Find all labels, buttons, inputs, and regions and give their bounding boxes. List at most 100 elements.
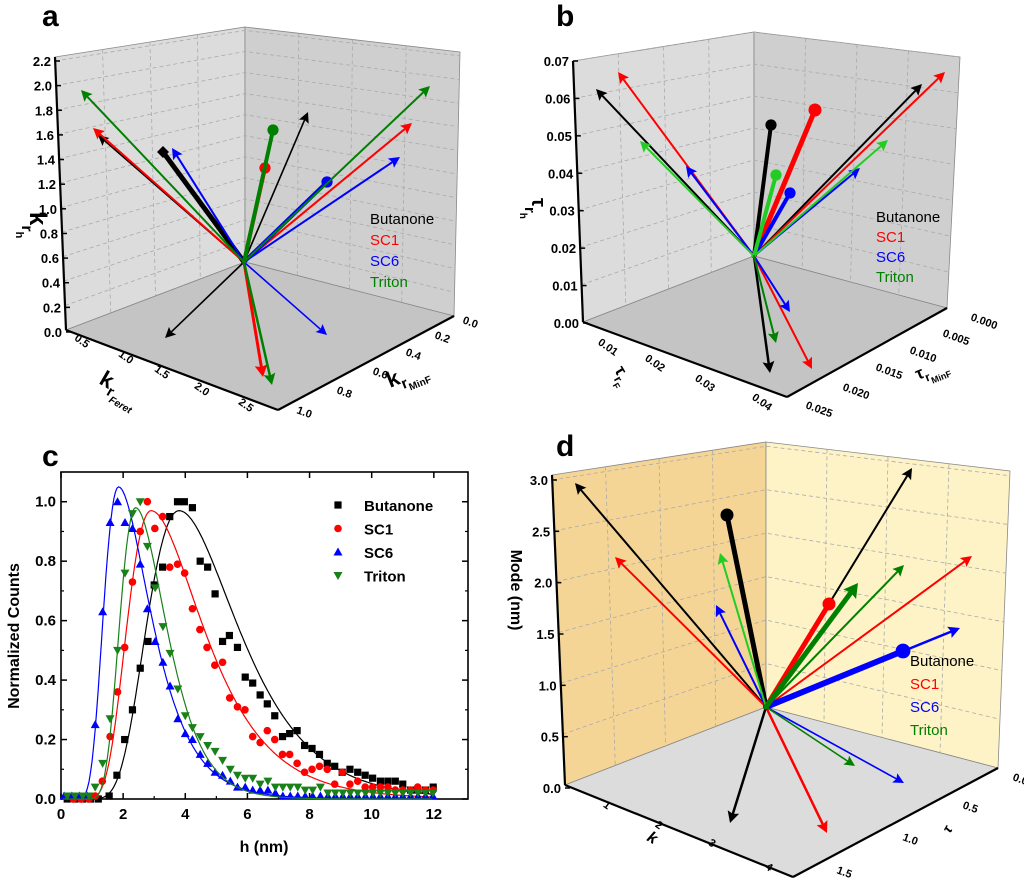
- vector-arrow-sc6: [686, 166, 755, 257]
- legend-entry-triton: Triton: [876, 269, 914, 286]
- vector-arrow-butanone: [165, 261, 245, 338]
- data-point: [361, 771, 369, 779]
- data-point: [249, 679, 257, 687]
- panel-label-c: c: [42, 440, 59, 473]
- data-point: [173, 714, 183, 723]
- data-point: [270, 783, 280, 792]
- data-point: [196, 625, 204, 634]
- data-point: [278, 732, 287, 741]
- arrow-shaft: [765, 558, 968, 708]
- data-point: [406, 789, 416, 798]
- arrow-head-diamond: [157, 146, 169, 158]
- legend-marker-butanone: [334, 501, 342, 509]
- grid-line: [575, 95, 957, 136]
- vector-arrow-sc1: [243, 123, 412, 263]
- data-point: [263, 700, 271, 708]
- data-point: [270, 735, 279, 744]
- x-axis-line: [564, 783, 794, 878]
- data-point: [142, 604, 152, 613]
- grid-line: [554, 489, 1008, 532]
- x-tick-label: 0: [57, 806, 65, 823]
- data-point: [121, 735, 129, 744]
- arrow-head: [843, 583, 858, 600]
- data-point: [323, 789, 333, 798]
- y-tick-label: 0.0: [35, 791, 56, 808]
- data-point: [218, 770, 228, 779]
- data-point: [256, 691, 264, 699]
- arrow-head: [399, 123, 412, 135]
- vector-arrow-triton: [717, 553, 767, 708]
- data-point: [180, 569, 189, 577]
- vector-arrow-butanone: [575, 483, 767, 708]
- arrow-shaft: [717, 609, 767, 708]
- arrow-head: [892, 773, 904, 783]
- data-point: [315, 783, 325, 792]
- data-point: [323, 765, 332, 774]
- arrow-head: [816, 820, 828, 833]
- arrow-head-round: [720, 508, 734, 522]
- arrow-shaft: [161, 151, 247, 265]
- arrow-shaft: [753, 75, 942, 257]
- z-tick-label: 0.2: [43, 300, 61, 315]
- z-tick-label: 0.0: [44, 325, 62, 340]
- data-point: [361, 783, 369, 791]
- vector-arrow-triton: [765, 706, 855, 766]
- data-point: [308, 791, 318, 800]
- vector-arrow-butanone: [752, 254, 775, 373]
- data-point: [90, 783, 100, 792]
- legend-marker-sc1: [334, 524, 342, 533]
- d-z-axis-title: Mode (nm): [507, 550, 524, 631]
- data-point: [360, 789, 370, 798]
- x-tick-label: 10: [363, 806, 380, 823]
- data-point: [150, 584, 160, 593]
- data-point: [203, 758, 213, 767]
- data-point: [308, 744, 316, 753]
- panel-c: 0 2 4 6 8 10 12 0.0 0.2 0.4 0.6 0.8 1.0 Butanone SC1 SC…: [35, 471, 469, 823]
- data-point: [346, 765, 354, 773]
- arrow-shaft: [753, 255, 788, 308]
- grid-line: [60, 156, 457, 209]
- z-tick-label: 2.0: [34, 79, 52, 94]
- data-point: [263, 777, 273, 786]
- arrow-shaft: [765, 706, 900, 781]
- arrow-head-round: [765, 119, 777, 131]
- arrow-head: [779, 299, 790, 312]
- grid-line: [605, 466, 616, 766]
- data-point: [113, 688, 122, 696]
- data-point: [300, 741, 309, 750]
- data-point: [323, 759, 331, 767]
- data-point: [263, 785, 273, 794]
- arrow-shaft: [242, 260, 272, 380]
- legend-entry-sc1: SC1: [910, 676, 939, 693]
- z-tick-label: 0.05: [547, 129, 572, 144]
- data-point: [293, 783, 303, 792]
- data-point: [211, 590, 219, 598]
- vector-arrow-butanone: [720, 508, 769, 710]
- data-point: [413, 783, 422, 791]
- legend-label-sc1: SC1: [364, 522, 393, 539]
- arrow-head: [762, 360, 775, 373]
- vector-arrow-sc6: [753, 255, 790, 312]
- data-point: [375, 789, 385, 798]
- grid-line: [558, 576, 1004, 633]
- a-x-axis-title: krFeret: [91, 366, 145, 417]
- y-tick-label: 0.2: [35, 732, 56, 749]
- vector-arrow-triton: [640, 141, 755, 257]
- data-point: [232, 771, 242, 780]
- vector-arrow-triton: [753, 255, 779, 343]
- arrow-head: [686, 166, 698, 179]
- data-point: [338, 789, 348, 798]
- data-point: [384, 783, 392, 791]
- data-point: [142, 542, 152, 551]
- vector-arrow-sc1: [93, 128, 245, 263]
- data-point: [120, 518, 130, 527]
- z-tick-label: 0.01: [552, 279, 577, 294]
- z-tick-label: 1.5: [536, 627, 554, 642]
- grid-line: [102, 49, 112, 314]
- grid-line: [562, 663, 1001, 735]
- arrow-shaft: [243, 117, 307, 263]
- data-point: [256, 738, 264, 747]
- b-x-axis-title: τrF: [604, 363, 636, 392]
- data-point: [225, 694, 234, 702]
- arrow-head: [959, 556, 972, 568]
